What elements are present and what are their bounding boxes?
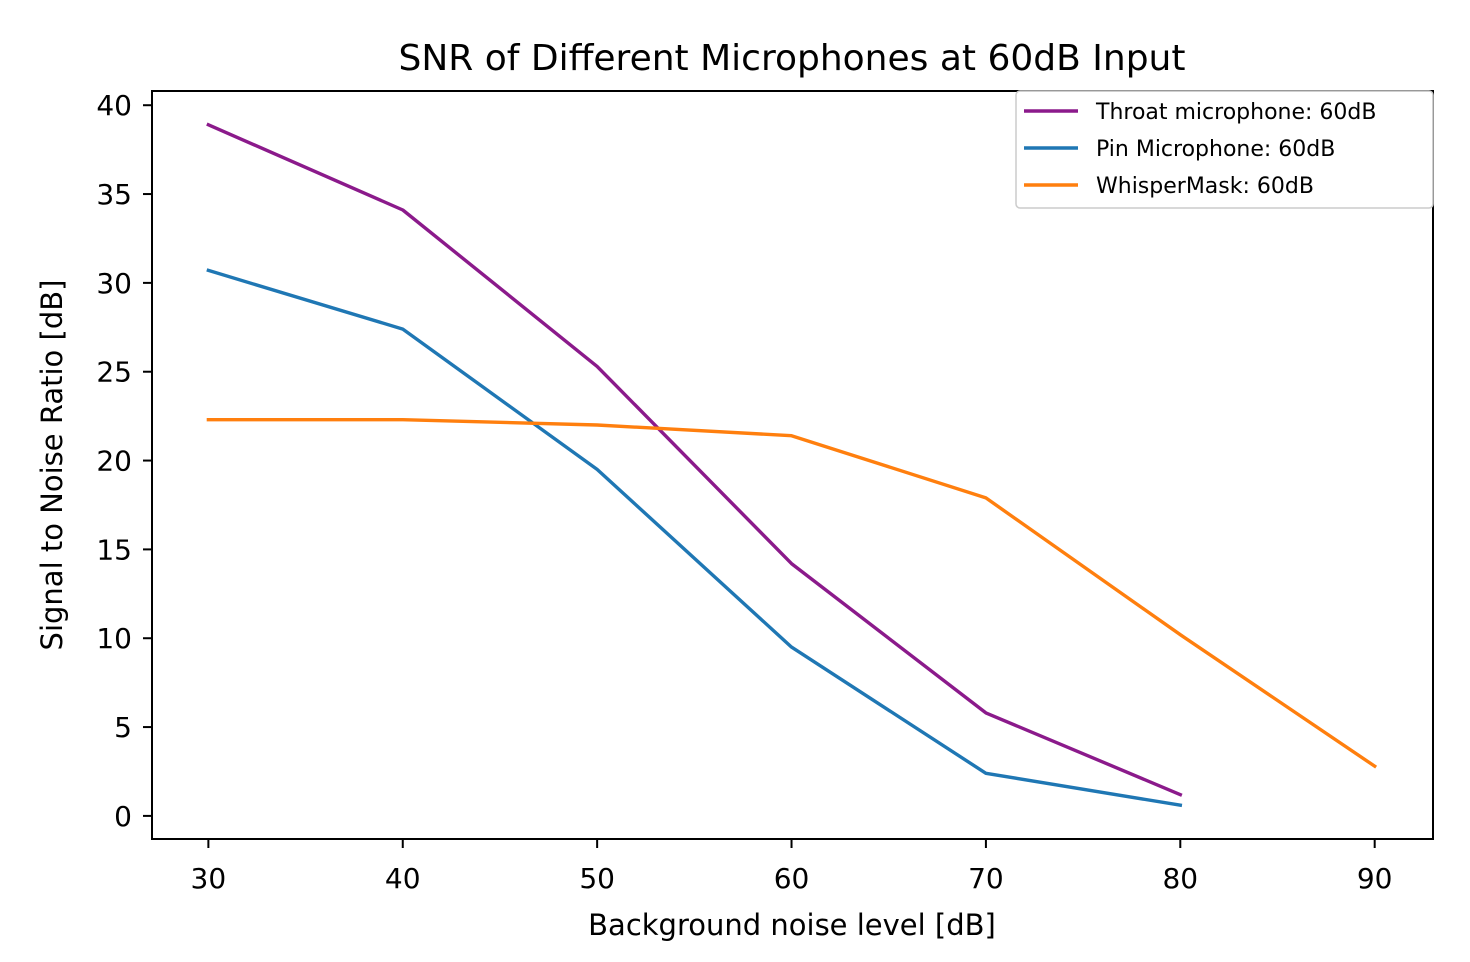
y-tick-label: 20 — [96, 445, 132, 478]
y-axis: 0 5 10 15 20 25 30 35 40 — [96, 89, 152, 833]
x-axis: 30 40 50 60 70 80 90 — [191, 839, 1393, 895]
x-axis-title: Background noise level [dB] — [588, 908, 996, 942]
y-tick-label: 30 — [96, 267, 132, 300]
y-axis-title: Signal to Noise Ratio [dB] — [35, 280, 69, 651]
x-tick-label: 70 — [968, 862, 1004, 895]
x-tick-label: 40 — [385, 862, 421, 895]
legend: Throat microphone: 60dB Pin Microphone: 6… — [1015, 90, 1434, 209]
y-tick-label: 5 — [114, 711, 132, 744]
series-layer — [206, 122, 1378, 808]
y-tick-label: 35 — [96, 178, 132, 211]
series-line-0 — [206, 122, 1183, 797]
x-tick-label: 90 — [1357, 862, 1393, 895]
chart-title: SNR of Different Microphones at 60dB Inp… — [399, 38, 1186, 79]
series-line-2 — [206, 418, 1378, 769]
legend-box — [1015, 90, 1434, 209]
y-tick-label: 40 — [96, 89, 132, 122]
x-tick-label: 80 — [1162, 862, 1198, 895]
y-tick-label: 25 — [96, 356, 132, 389]
legend-label-2: WhisperMask: 60dB — [1096, 174, 1314, 199]
legend-label-0: Throat microphone: 60dB — [1095, 100, 1376, 125]
legend-label-1: Pin Microphone: 60dB — [1096, 137, 1335, 162]
x-tick-label: 50 — [579, 862, 615, 895]
series-line-1 — [206, 268, 1183, 808]
x-tick-label: 30 — [191, 862, 227, 895]
y-tick-label: 0 — [114, 800, 132, 833]
x-tick-label: 60 — [774, 862, 810, 895]
y-tick-label: 10 — [96, 622, 132, 655]
y-tick-label: 15 — [96, 533, 132, 566]
